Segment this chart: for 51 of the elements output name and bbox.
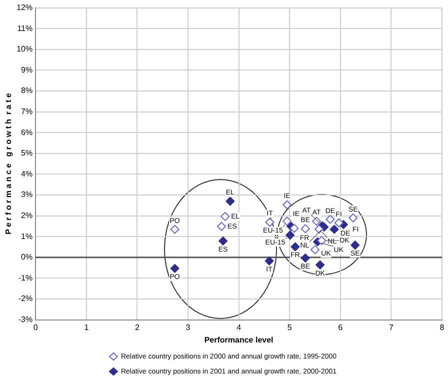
point bbox=[170, 224, 180, 234]
point bbox=[300, 254, 310, 263]
point bbox=[220, 212, 230, 221]
point bbox=[334, 218, 344, 228]
y-tick-label: -1% bbox=[18, 273, 33, 282]
y-tick-label: 0% bbox=[21, 252, 33, 262]
y-tick-label: -3% bbox=[18, 315, 33, 324]
point bbox=[316, 260, 325, 270]
x-tick-label: 7 bbox=[388, 322, 394, 332]
y-tick-label: 1% bbox=[21, 232, 33, 241]
x-tick-label: 4 bbox=[236, 322, 242, 332]
y-tick-label: 11% bbox=[17, 24, 33, 33]
y-tick-label: 6% bbox=[21, 128, 33, 137]
point bbox=[350, 240, 360, 250]
point bbox=[170, 264, 180, 273]
x-tick-label: 0 bbox=[33, 322, 38, 332]
x-axis-title: Performance level bbox=[204, 335, 274, 344]
point bbox=[218, 236, 228, 246]
point bbox=[286, 230, 295, 240]
y-axis-title: P e r f o r m a n c e g r o w t h r a t e bbox=[4, 92, 14, 234]
y-tick-label: 7% bbox=[21, 107, 33, 116]
point bbox=[314, 224, 324, 234]
x-tick-label: 6 bbox=[338, 322, 344, 332]
point bbox=[317, 236, 326, 246]
y-tick-label: -2% bbox=[18, 294, 33, 304]
point bbox=[264, 256, 274, 266]
point bbox=[290, 242, 300, 252]
x-tick-label: 5 bbox=[287, 322, 292, 332]
y-tick-label: 5% bbox=[21, 148, 33, 158]
x-tick-label: 3 bbox=[186, 322, 191, 332]
x-tick-label: 8 bbox=[440, 322, 445, 332]
y-tick-label: 3% bbox=[21, 190, 33, 200]
point bbox=[282, 216, 292, 226]
y-tick-label: 10% bbox=[16, 44, 33, 54]
point bbox=[330, 224, 339, 234]
y-tick-label: 12% bbox=[16, 3, 33, 12]
point bbox=[217, 222, 226, 231]
point bbox=[300, 224, 310, 234]
point bbox=[326, 214, 335, 224]
x-tick-label: 2 bbox=[134, 322, 140, 332]
y-tick-label: 8% bbox=[21, 86, 33, 96]
x-tick-label: 1 bbox=[84, 322, 90, 332]
y-tick-label: 4% bbox=[21, 169, 33, 178]
point bbox=[290, 224, 299, 233]
point bbox=[310, 245, 320, 254]
point bbox=[265, 218, 274, 227]
point bbox=[282, 200, 292, 210]
y-tick-label: 9% bbox=[21, 65, 33, 74]
y-tick-label: 2% bbox=[21, 211, 33, 220]
point bbox=[348, 213, 358, 222]
point bbox=[226, 196, 235, 206]
